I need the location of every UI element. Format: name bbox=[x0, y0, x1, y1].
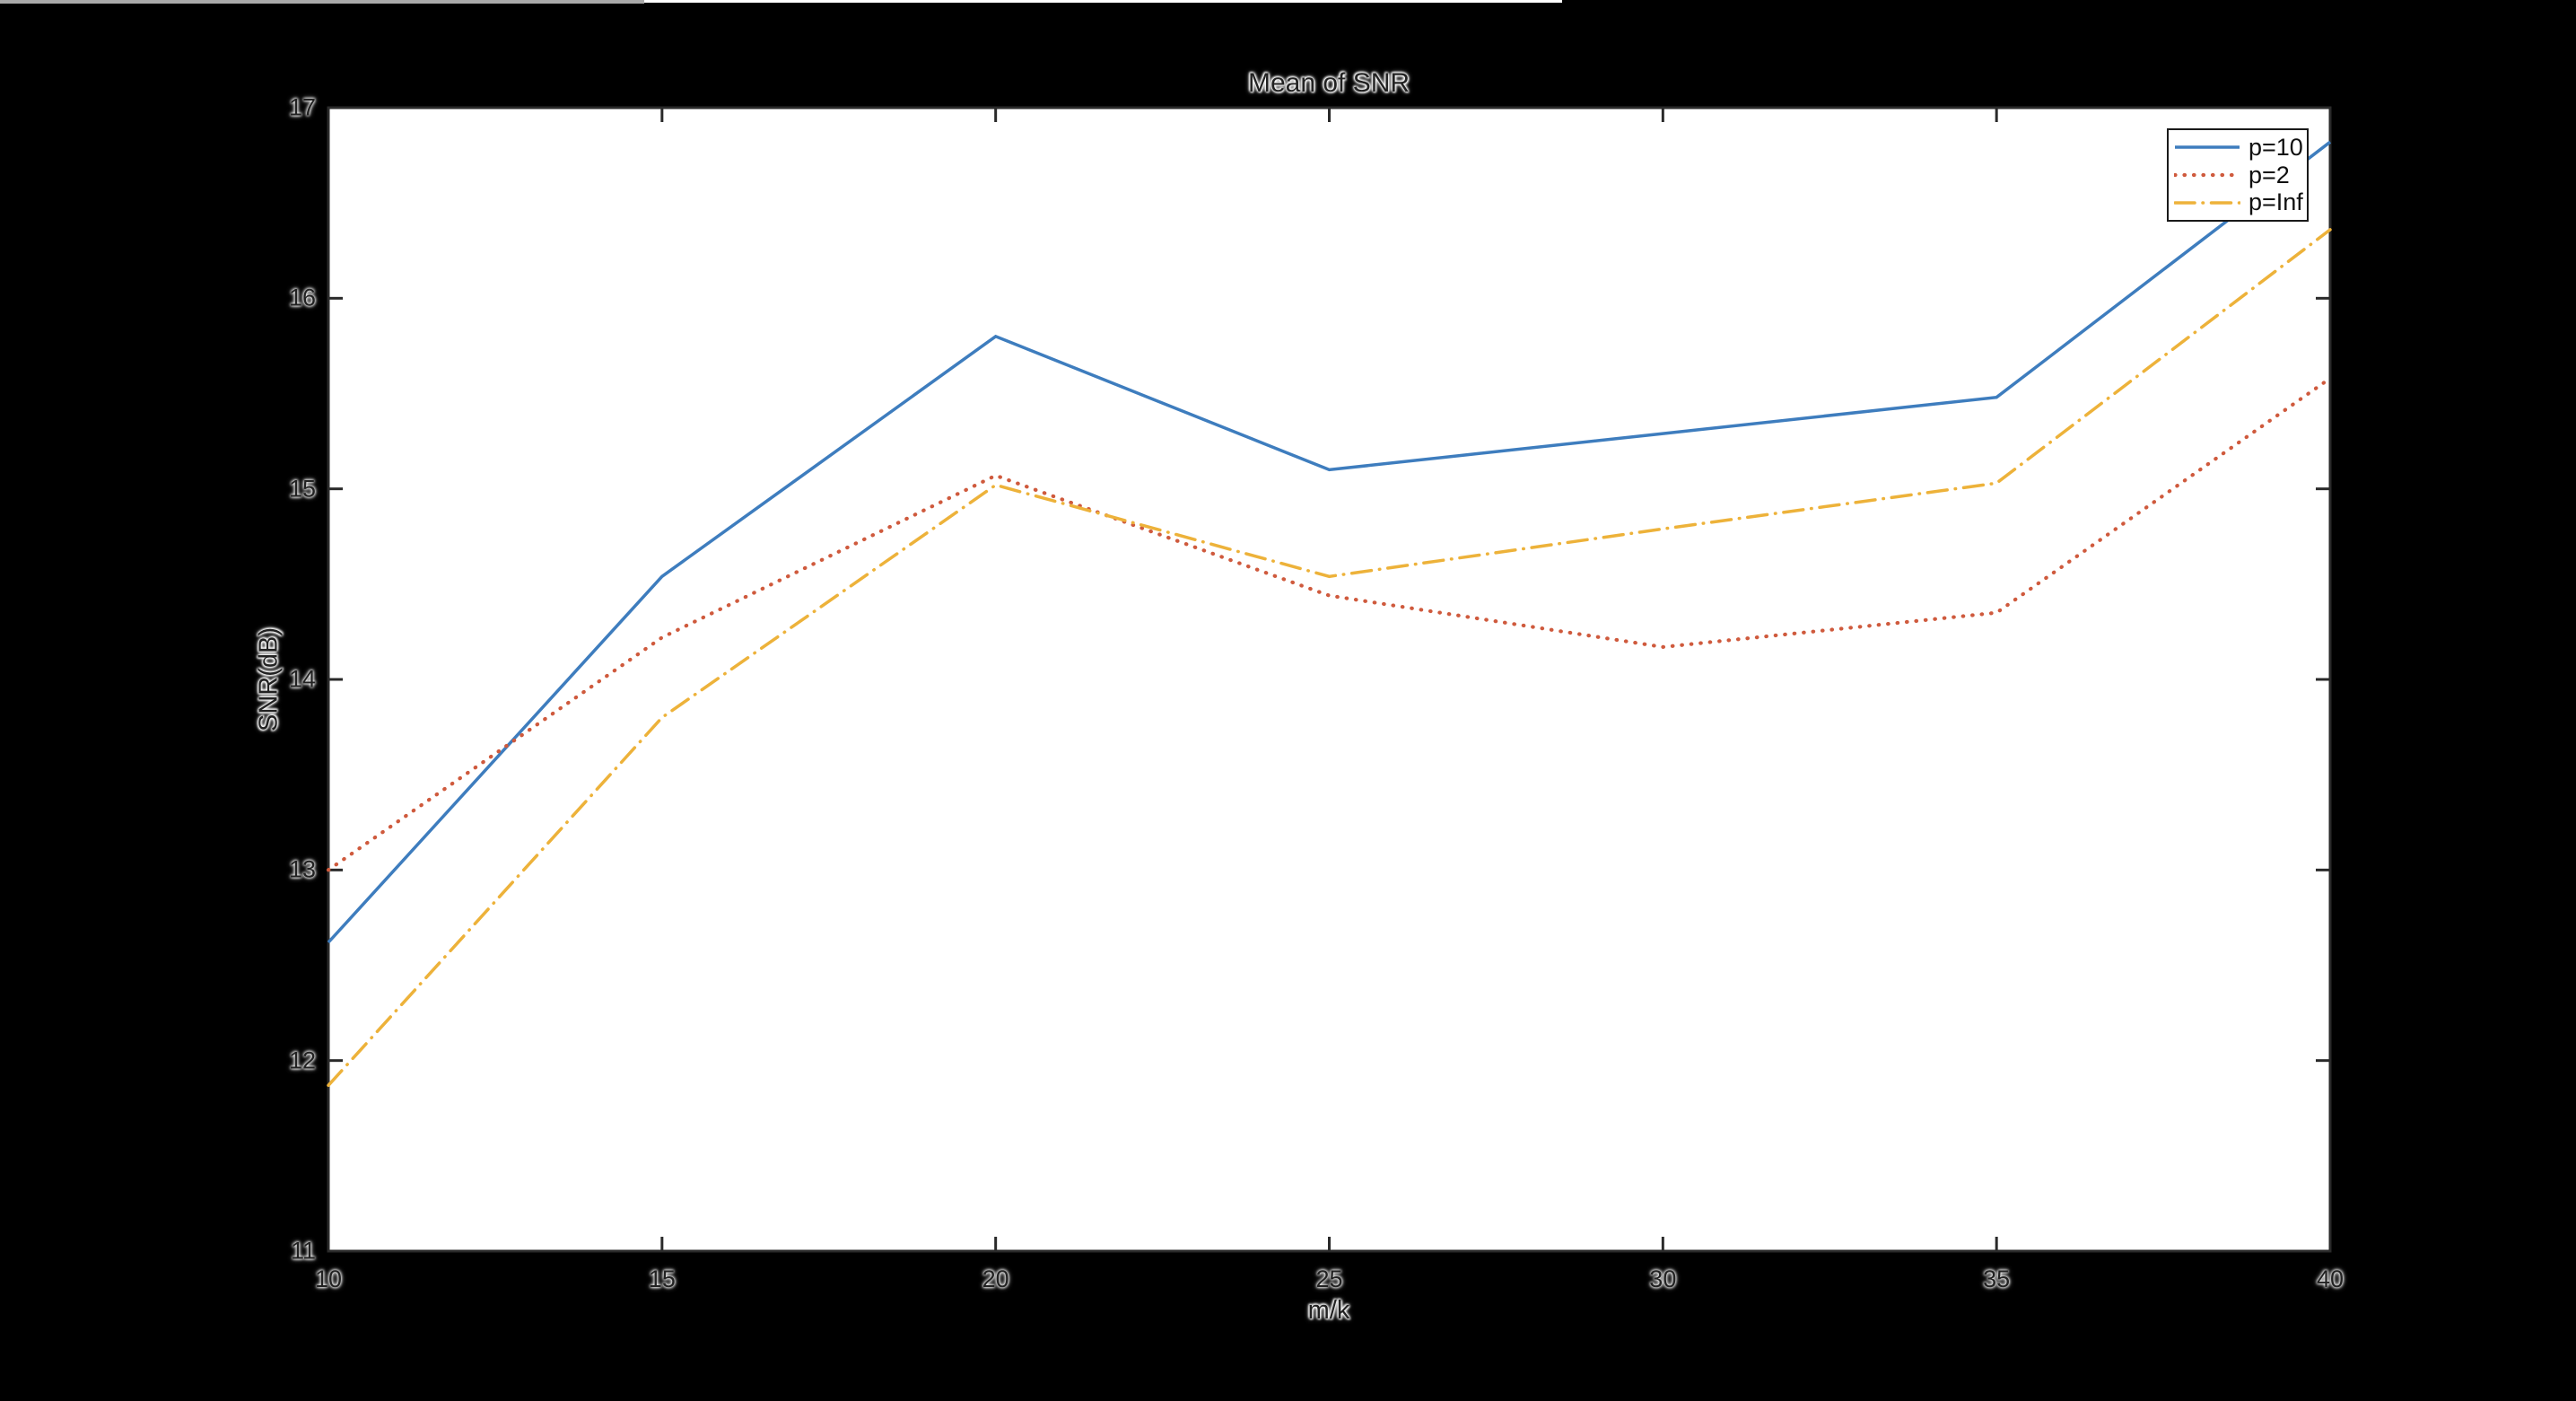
y-tick-label: 11 bbox=[290, 1237, 316, 1265]
series-line-pinf bbox=[327, 228, 2332, 1088]
legend-entry: p=10 bbox=[2174, 133, 2303, 161]
legend-line-sample bbox=[2174, 201, 2240, 205]
legend-label: p=Inf bbox=[2249, 188, 2303, 216]
y-tick-label: 14 bbox=[288, 665, 316, 693]
x-tick-label: 25 bbox=[1315, 1265, 1343, 1292]
x-tick-label: 30 bbox=[1649, 1265, 1677, 1292]
x-tick-label: 15 bbox=[648, 1265, 676, 1292]
plot-area bbox=[327, 106, 2332, 1253]
series-line-p10 bbox=[327, 140, 2332, 944]
y-axis-label: SNR(dB) bbox=[254, 626, 284, 732]
axis-tick-marks bbox=[327, 106, 2332, 1253]
y-tick-label: 17 bbox=[288, 93, 316, 121]
legend-entry: p=2 bbox=[2174, 161, 2301, 188]
chart-title: Mean of SNR bbox=[1247, 68, 1410, 98]
x-tick-label: 35 bbox=[1983, 1265, 2011, 1292]
legend: p=10 p=2 p=Inf bbox=[2167, 128, 2309, 222]
y-tick-label: 12 bbox=[288, 1046, 316, 1074]
window-edge-fragment-white bbox=[644, 0, 1562, 3]
legend-line-sample bbox=[2175, 145, 2240, 149]
x-tick-label: 20 bbox=[982, 1265, 1009, 1292]
x-tick-label: 10 bbox=[314, 1265, 343, 1292]
series-line-p2 bbox=[326, 376, 2333, 872]
legend-entry: p=Inf bbox=[2174, 188, 2303, 216]
window-edge-fragment-gray bbox=[0, 0, 644, 4]
legend-label: p=10 bbox=[2249, 133, 2303, 161]
y-tick-label: 13 bbox=[288, 855, 316, 883]
legend-label: p=2 bbox=[2249, 161, 2290, 188]
x-axis-label: m/k bbox=[1307, 1296, 1350, 1325]
y-tick-label: 15 bbox=[288, 475, 316, 503]
legend-line-sample bbox=[2174, 172, 2240, 178]
x-tick-label: 40 bbox=[2316, 1265, 2345, 1292]
y-tick-label: 16 bbox=[288, 284, 316, 311]
